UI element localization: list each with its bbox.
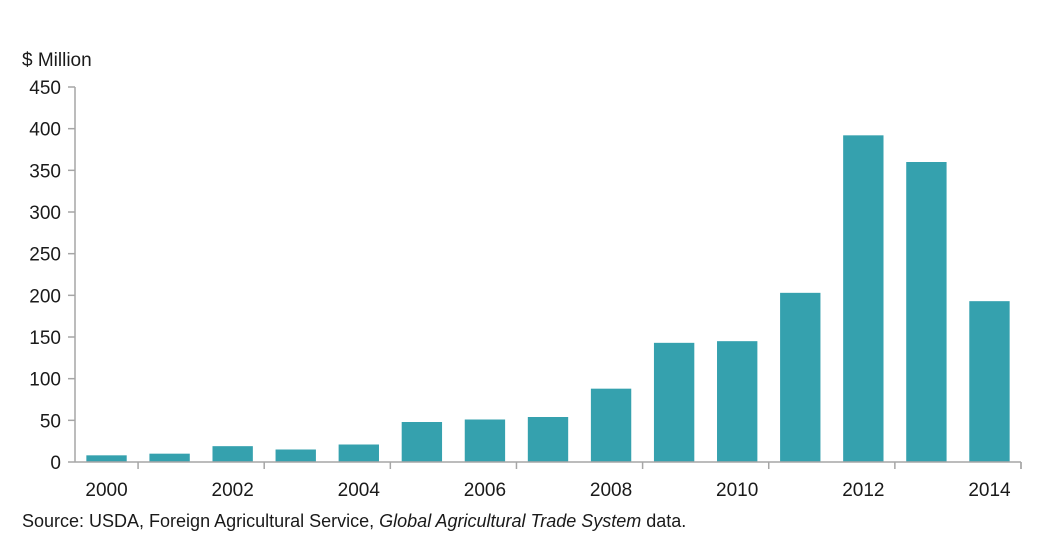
bar-2011 bbox=[780, 292, 821, 462]
source-italic: Global Agricultural Trade System bbox=[379, 511, 641, 531]
y-tick-label: 300 bbox=[29, 203, 61, 224]
bar-2009 bbox=[653, 342, 695, 462]
y-axis-unit-label: $ Million bbox=[22, 50, 92, 71]
source-prefix: Source: USDA, Foreign Agricultural Servi… bbox=[22, 511, 379, 531]
y-tick-label: 350 bbox=[29, 161, 61, 182]
y-axis: 0 50 100 150 200 250 300 350 400 450 bbox=[29, 78, 76, 474]
bar-2001 bbox=[149, 453, 190, 462]
x-tick-label: 2012 bbox=[842, 480, 884, 501]
x-tick-label: 2002 bbox=[212, 480, 254, 501]
bar-2014 bbox=[969, 301, 1010, 462]
y-tick-label: 400 bbox=[29, 120, 61, 141]
bars bbox=[86, 135, 1010, 462]
bar-2007 bbox=[527, 417, 569, 462]
y-tick-label: 0 bbox=[50, 453, 61, 474]
source-suffix: data. bbox=[641, 511, 686, 531]
bar-2008 bbox=[590, 388, 632, 462]
bar-2012 bbox=[843, 135, 884, 462]
bar-2010 bbox=[717, 341, 758, 462]
x-tick-label: 2000 bbox=[85, 480, 127, 501]
y-tick-label: 450 bbox=[29, 78, 61, 99]
x-tick-label: 2008 bbox=[590, 480, 632, 501]
bar-2013 bbox=[906, 162, 947, 462]
bar-2006 bbox=[464, 419, 506, 462]
bar-2002 bbox=[212, 446, 253, 462]
y-tick-label: 200 bbox=[29, 286, 61, 307]
bar-2000 bbox=[86, 455, 127, 462]
bar-2005 bbox=[401, 422, 443, 462]
y-tick-label: 250 bbox=[29, 245, 61, 266]
y-tick-label: 50 bbox=[40, 411, 61, 432]
x-tick-label: 2004 bbox=[338, 480, 381, 501]
x-tick-label: 2014 bbox=[968, 480, 1011, 501]
x-tick-label: 2010 bbox=[716, 480, 758, 501]
bar-2003 bbox=[275, 449, 316, 462]
bar-2004 bbox=[338, 444, 379, 462]
x-tick-label: 2006 bbox=[464, 480, 506, 501]
source-note: Source: USDA, Foreign Agricultural Servi… bbox=[22, 511, 686, 531]
y-tick-label: 150 bbox=[29, 328, 61, 349]
y-tick-label: 100 bbox=[29, 370, 61, 391]
x-axis: 2000 2002 2004 2006 2008 2010 2012 2014 bbox=[75, 461, 1022, 501]
